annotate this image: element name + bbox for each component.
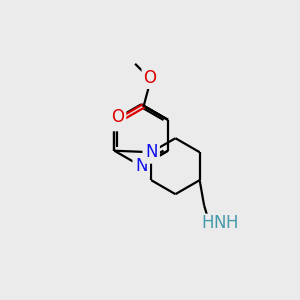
Text: H: H	[226, 214, 238, 232]
Text: H: H	[201, 214, 214, 232]
Text: O: O	[112, 108, 124, 126]
Text: N: N	[145, 143, 158, 161]
Text: O: O	[143, 69, 156, 87]
Text: N: N	[108, 111, 121, 129]
Text: N: N	[213, 214, 226, 232]
Text: N: N	[135, 157, 147, 175]
